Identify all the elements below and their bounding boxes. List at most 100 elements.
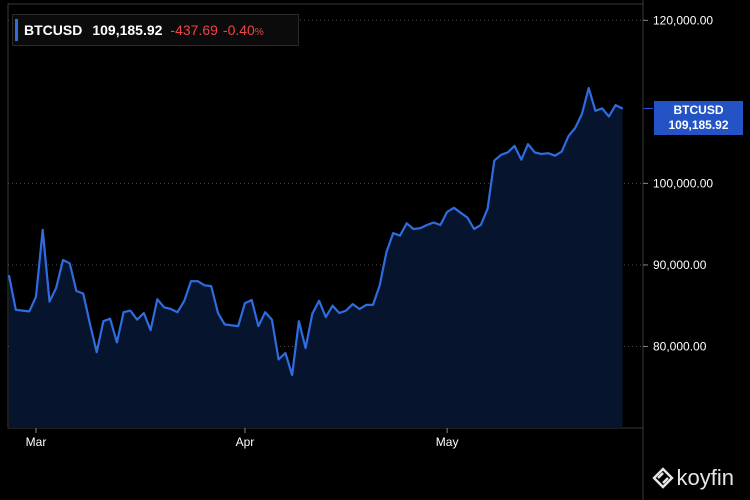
data-point-2025-03-30	[230, 324, 233, 327]
y-tick-label-120000: 120,000.00	[653, 13, 713, 27]
legend-symbol: BTCUSD	[24, 22, 83, 38]
data-point-2025-03-07	[75, 290, 78, 292]
data-point-2025-05-13	[527, 143, 529, 145]
data-point-2025-04-13	[325, 316, 327, 318]
data-point-2025-05-23	[594, 110, 597, 112]
data-point-2025-05-18	[560, 150, 563, 153]
data-point-2025-03-15	[129, 309, 132, 312]
data-point-2025-04-05	[271, 318, 273, 321]
data-point-2025-03-26	[203, 284, 206, 287]
data-point-2025-04-19	[365, 304, 368, 306]
data-point-2025-05-20	[574, 127, 576, 129]
data-point-2025-03-06	[68, 262, 71, 265]
data-point-2025-05-25	[608, 115, 610, 118]
koyfin-logo-icon	[651, 467, 674, 489]
data-point-2025-05-06	[480, 224, 482, 226]
x-tick-label-mar: Mar	[26, 435, 47, 449]
data-point-2025-03-08	[82, 292, 84, 295]
legend-change-pct-unit: %	[254, 27, 264, 38]
data-point-2025-02-26	[15, 309, 17, 311]
data-point-2025-03-29	[223, 323, 226, 326]
data-point-2025-05-22	[587, 87, 590, 89]
data-point-2025-04-07	[284, 352, 287, 354]
data-point-2025-05-09	[500, 154, 502, 156]
data-point-2025-03-02	[41, 229, 44, 231]
data-point-2025-04-30	[439, 224, 442, 226]
data-point-2025-03-20	[163, 306, 165, 309]
data-point-2025-05-12	[520, 158, 523, 161]
data-point-2025-03-27	[210, 285, 212, 287]
data-point-2025-05-04	[466, 216, 469, 219]
data-point-2025-04-03	[257, 325, 260, 327]
data-point-2025-03-13	[116, 341, 118, 344]
x-tick-label-apr: Apr	[236, 435, 255, 449]
data-point-2025-04-02	[250, 299, 253, 301]
data-point-2025-02-28	[28, 310, 31, 313]
data-point-2025-04-27	[419, 227, 422, 229]
legend-change-pct-value: -0.40	[222, 22, 255, 38]
data-point-2025-05-10	[507, 151, 509, 154]
data-point-2025-04-21	[378, 284, 381, 287]
data-point-2025-03-04	[55, 287, 57, 289]
data-point-2025-03-24	[190, 280, 192, 283]
data-point-2025-03-09	[89, 322, 91, 325]
data-point-2025-04-23	[392, 232, 395, 234]
data-point-2025-03-25	[197, 280, 199, 283]
data-point-2025-05-19	[567, 135, 570, 137]
data-point-2025-04-20	[372, 304, 374, 306]
koyfin-logo[interactable]: koyfin	[651, 465, 734, 491]
price-area-fill	[9, 88, 623, 428]
data-point-2025-04-15	[338, 312, 341, 314]
data-point-2025-03-18	[149, 329, 152, 332]
data-point-2025-03-31	[237, 325, 239, 327]
data-point-2025-04-10	[304, 347, 307, 349]
data-point-2025-03-19	[156, 298, 159, 301]
data-point-2025-04-26	[412, 228, 415, 230]
data-point-2025-05-08	[493, 159, 496, 162]
price-line	[7, 86, 623, 377]
data-point-2025-04-17	[352, 303, 354, 305]
data-point-2025-03-10	[95, 351, 98, 354]
data-point-2025-03-22	[176, 311, 179, 314]
data-point-2025-04-12	[318, 300, 320, 302]
data-point-2025-04-01	[244, 302, 246, 305]
data-point-2025-05-24	[601, 107, 603, 110]
data-point-2025-03-17	[143, 312, 145, 314]
data-point-2025-04-29	[432, 221, 435, 224]
data-point-2025-05-16	[547, 152, 549, 154]
data-point-2025-05-02	[453, 207, 455, 209]
legend-change-pct: -0.40%	[223, 22, 264, 38]
y-tick-label-100000: 100,000.00	[653, 176, 713, 190]
data-point-2025-04-16	[345, 309, 347, 312]
data-point-2025-04-08	[291, 374, 293, 376]
koyfin-logo-text: koyfin	[676, 465, 734, 490]
data-point-2025-03-14	[122, 311, 125, 314]
data-point-2025-04-04	[264, 311, 267, 314]
data-point-2025-05-17	[554, 154, 556, 157]
data-point-2025-04-28	[426, 224, 428, 226]
data-point-2025-03-28	[217, 312, 219, 314]
data-point-2025-05-05	[473, 228, 475, 230]
series-color-marker	[15, 19, 18, 41]
data-point-2025-03-16	[136, 318, 138, 321]
data-point-2025-04-25	[405, 222, 408, 225]
data-point-2025-03-23	[183, 300, 186, 302]
data-point-2025-05-07	[486, 207, 489, 210]
data-point-2025-05-15	[540, 153, 543, 155]
data-point-2025-05-11	[513, 145, 516, 147]
data-point-2025-05-26	[614, 104, 617, 106]
data-point-2025-05-21	[581, 113, 583, 115]
legend-last-price: 109,185.92	[92, 22, 163, 38]
data-point-2025-04-22	[385, 251, 388, 253]
data-point-2025-02-27	[21, 309, 24, 312]
y-tick-label-80000: 80,000.00	[653, 339, 707, 353]
symbol-legend[interactable]: BTCUSD 109,185.92 -437.69 -0.40%	[12, 14, 299, 46]
data-point-2025-02-25	[8, 274, 10, 277]
legend-change: -437.69	[170, 22, 218, 38]
data-point-2025-03-01	[35, 295, 37, 298]
last-price-tag: BTCUSD 109,185.92	[654, 101, 743, 135]
price-tag-symbol: BTCUSD	[673, 103, 724, 117]
data-point-2025-04-24	[399, 234, 401, 237]
data-point-2025-03-21	[170, 308, 172, 310]
data-point-2025-04-06	[277, 358, 280, 361]
